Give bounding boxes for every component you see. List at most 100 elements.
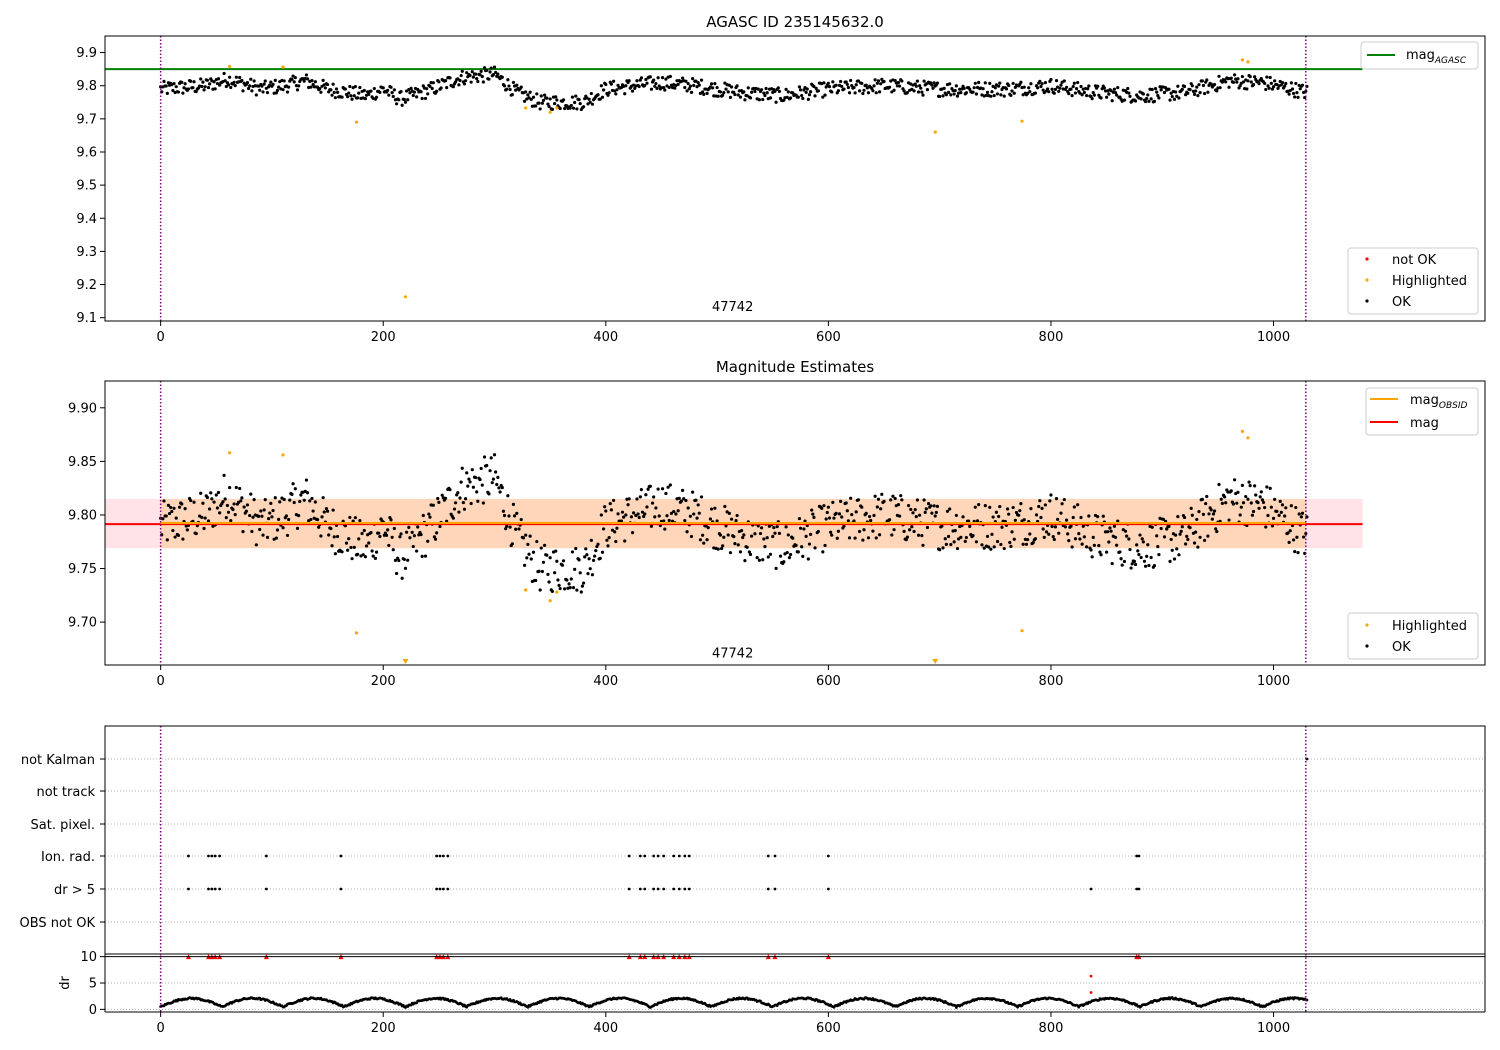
ok-point (403, 100, 408, 104)
flag-point (638, 887, 642, 891)
ok-point (1287, 540, 1291, 544)
ok-point (1010, 89, 1014, 93)
ok-point (238, 486, 242, 491)
ok-point (1043, 503, 1048, 507)
ok-point (348, 84, 352, 89)
ok-point (1127, 91, 1131, 95)
ok-point (1115, 543, 1119, 547)
ok-point (852, 519, 856, 523)
ok-point (598, 556, 602, 560)
legend-label-ok-2: OK (1392, 640, 1411, 655)
ok-point (656, 487, 660, 491)
ok-point (967, 519, 971, 523)
ok-point (772, 526, 776, 530)
ok-point (1206, 90, 1210, 94)
ok-point (829, 530, 833, 534)
ok-point (391, 94, 395, 99)
ok-point (788, 96, 793, 100)
ok-point (529, 97, 533, 101)
x-tick-label: 0 (157, 330, 165, 345)
x-tick-label: 800 (1039, 330, 1064, 345)
ok-point (1172, 97, 1177, 101)
ok-point (692, 512, 696, 516)
ok-point (1155, 534, 1159, 538)
ok-point (185, 528, 189, 532)
ok-point (604, 509, 608, 513)
ok-point (909, 507, 913, 512)
ok-point (402, 557, 406, 562)
ok-point (694, 498, 698, 502)
ok-point (305, 491, 310, 495)
ok-point (1248, 484, 1252, 488)
ok-point (1146, 93, 1150, 97)
ok-point (991, 515, 995, 519)
ok-point (1286, 531, 1290, 535)
ok-point (983, 503, 987, 508)
ok-point (468, 73, 472, 78)
ok-point (1276, 86, 1280, 91)
ok-point (691, 77, 695, 81)
ok-point (577, 98, 581, 102)
ok-point (241, 530, 245, 534)
ok-point (645, 505, 649, 509)
ok-point (667, 518, 671, 523)
ok-point (896, 80, 901, 85)
flag-point (766, 854, 770, 858)
ok-point (226, 510, 231, 514)
ok-point (1258, 495, 1262, 499)
ok-point (1090, 555, 1094, 559)
ok-point (1280, 503, 1285, 507)
ok-point (743, 98, 747, 102)
ok-point (923, 510, 927, 515)
ok-point (835, 536, 839, 540)
ok-point (1034, 513, 1039, 517)
ok-point (912, 529, 916, 534)
legend-label-mag: mag (1406, 48, 1435, 63)
ok-point (297, 513, 301, 518)
ok-point (550, 589, 554, 594)
ok-point (823, 93, 827, 97)
ok-point (232, 502, 236, 506)
ok-point (416, 525, 420, 529)
ok-point (861, 538, 865, 542)
ok-point (347, 91, 351, 95)
ok-point (539, 94, 543, 98)
ok-point (1195, 517, 1199, 522)
flag-point (187, 887, 190, 891)
ok-point (1005, 507, 1010, 511)
ok-point (662, 85, 666, 90)
flag-point (826, 887, 830, 891)
ok-point (801, 554, 805, 559)
highlighted-point (1246, 436, 1250, 440)
ok-point (630, 89, 635, 93)
ok-point (547, 104, 551, 109)
ok-point (642, 514, 646, 519)
ok-point (1177, 553, 1181, 557)
ok-point (831, 500, 835, 505)
ok-point (1050, 524, 1054, 529)
ok-point (529, 557, 533, 561)
ok-point (1008, 540, 1012, 545)
ok-point (378, 90, 382, 94)
ok-point (846, 519, 851, 523)
ok-point (727, 83, 731, 87)
flag-point (1135, 887, 1139, 891)
ok-point (468, 480, 472, 484)
ok-point (467, 477, 471, 481)
ok-point (323, 86, 327, 90)
ok-point (684, 79, 688, 83)
y-tick-label: 9.5 (76, 179, 97, 194)
ok-point (452, 507, 457, 511)
ok-point (913, 508, 917, 512)
magnitude-estimates-panel: Magnitude Estimates 47742 0 200 400 600 800 1… (68, 358, 1486, 689)
ok-point (304, 478, 309, 482)
ok-point (988, 505, 992, 509)
ok-point (749, 534, 754, 538)
ok-point (1159, 88, 1163, 92)
ok-point (252, 79, 256, 83)
ok-point (860, 81, 864, 85)
ok-point (514, 527, 518, 531)
ok-point (972, 86, 976, 90)
ok-point (1169, 91, 1173, 95)
ok-point (1247, 480, 1251, 484)
